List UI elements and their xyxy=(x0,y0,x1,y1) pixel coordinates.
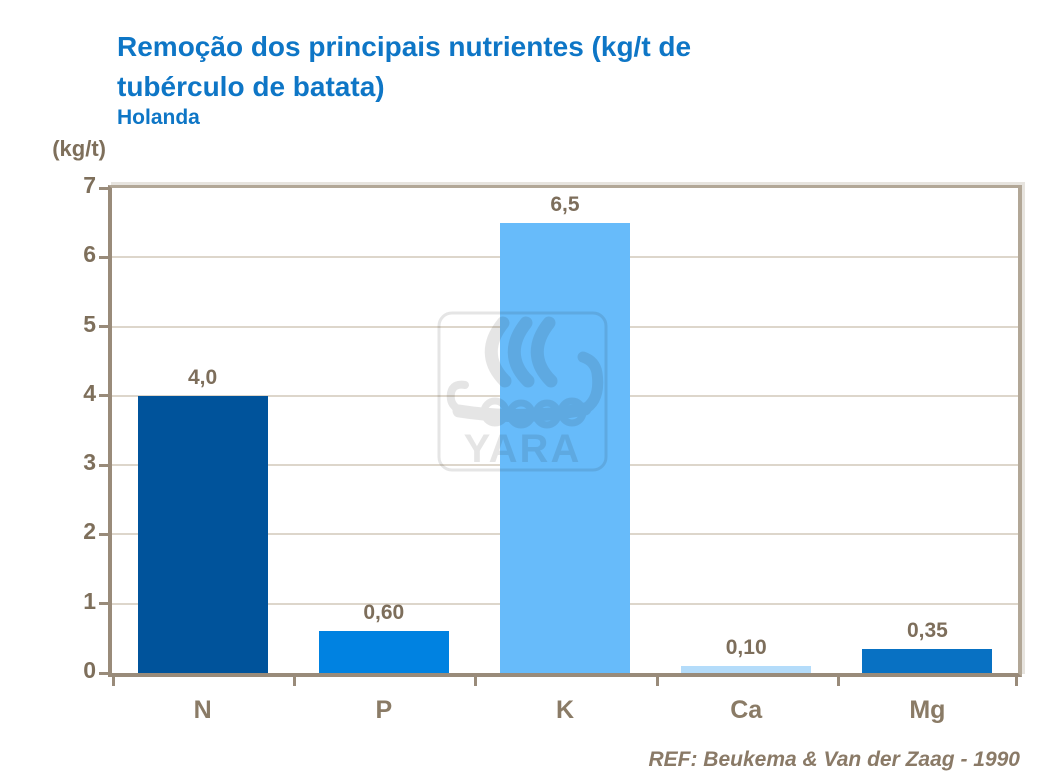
x-category-label-N: N xyxy=(193,696,212,724)
bar-Mg xyxy=(862,648,993,673)
x-axis-tick-0 xyxy=(112,677,115,686)
bar-Ca xyxy=(681,666,812,673)
y-axis-tick-7 xyxy=(99,186,108,190)
bar-P xyxy=(318,631,449,673)
y-axis-label-6: 6 xyxy=(83,241,96,268)
bar-value-label-Mg: 0,35 xyxy=(906,618,948,642)
y-axis-tick-3 xyxy=(99,463,108,467)
bar-N xyxy=(137,395,268,673)
reference-citation: REF: Beukema & Van der Zaag - 1990 xyxy=(648,748,1020,771)
y-axis-tick-4 xyxy=(99,394,108,398)
y-axis-label-5: 5 xyxy=(83,310,96,337)
y-axis-tick-5 xyxy=(99,325,108,329)
chart-title: Remoção dos principais nutrientes (kg/t … xyxy=(117,27,877,107)
y-axis-label-7: 7 xyxy=(83,172,96,198)
y-axis-label-4: 4 xyxy=(83,379,96,406)
bar-value-label-P: 0,60 xyxy=(363,601,405,625)
x-category-label-P: P xyxy=(375,696,393,724)
bar-value-label-K: 6,5 xyxy=(550,192,580,216)
y-axis-unit-label: (kg/t) xyxy=(52,136,106,161)
chart-title-line2: tubérculo de batata) xyxy=(117,71,385,102)
y-axis-label-1: 1 xyxy=(83,587,96,614)
x-axis-tick-5 xyxy=(1015,677,1018,686)
x-category-label-Mg: Mg xyxy=(909,696,946,724)
x-category-label-K: K xyxy=(555,696,575,724)
x-axis-tick-1 xyxy=(293,677,297,686)
chart-title-line1: Remoção dos principais nutrientes (kg/t … xyxy=(117,31,692,62)
y-axis-tick-0 xyxy=(99,671,108,675)
y-axis-tick-2 xyxy=(99,532,108,536)
y-axis-label-0: 0 xyxy=(83,657,96,683)
x-axis-tick-2 xyxy=(474,677,478,686)
bar-K xyxy=(500,222,630,673)
y-axis-label-2: 2 xyxy=(83,518,96,545)
y-axis-tick-1 xyxy=(99,602,108,606)
x-axis-tick-4 xyxy=(836,677,840,686)
x-axis-category-labels: N P K Ca Mg xyxy=(112,696,1018,725)
x-category-label-Ca: Ca xyxy=(730,696,763,724)
bar-value-label-Ca: 0,10 xyxy=(725,636,767,660)
y-axis-tick-6 xyxy=(99,255,108,259)
chart-subtitle: Holanda xyxy=(117,106,200,129)
x-axis-tick-3 xyxy=(655,677,659,686)
bar-value-label-N: 4,0 xyxy=(187,365,218,389)
plot-area: 4,0 0,60 6,5 0,10 0,35 xyxy=(99,185,1022,686)
y-axis-label-3: 3 xyxy=(83,449,96,476)
